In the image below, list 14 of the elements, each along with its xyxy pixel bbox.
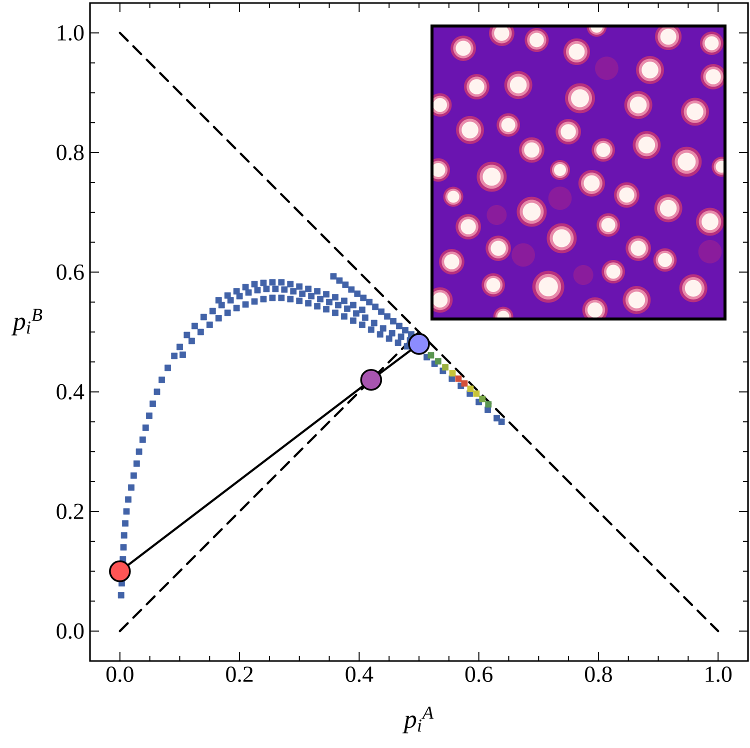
y-tick-label: 0.6	[56, 264, 84, 280]
y-tick-label: 0.2	[56, 504, 84, 520]
y-tick-label: 1.0	[58, 25, 84, 41]
x-tick-label: 0.8	[585, 666, 612, 682]
x-tick-label: 0.6	[465, 666, 492, 682]
y-tick-label: 0.0	[56, 623, 84, 639]
x-tick-label: 0.0	[106, 666, 134, 682]
x-axis-title: p$_{i}$A	[402, 706, 434, 734]
y-axis-title: p$_{i}$B	[11, 308, 42, 336]
y-tick-label: 0.4	[56, 384, 84, 400]
y-tick-label: 0.8	[56, 144, 84, 160]
x-tick-label: 0.2	[226, 666, 253, 682]
x-tick-label: 0.4	[346, 666, 374, 682]
x-tick-label: 1.0	[706, 666, 732, 682]
